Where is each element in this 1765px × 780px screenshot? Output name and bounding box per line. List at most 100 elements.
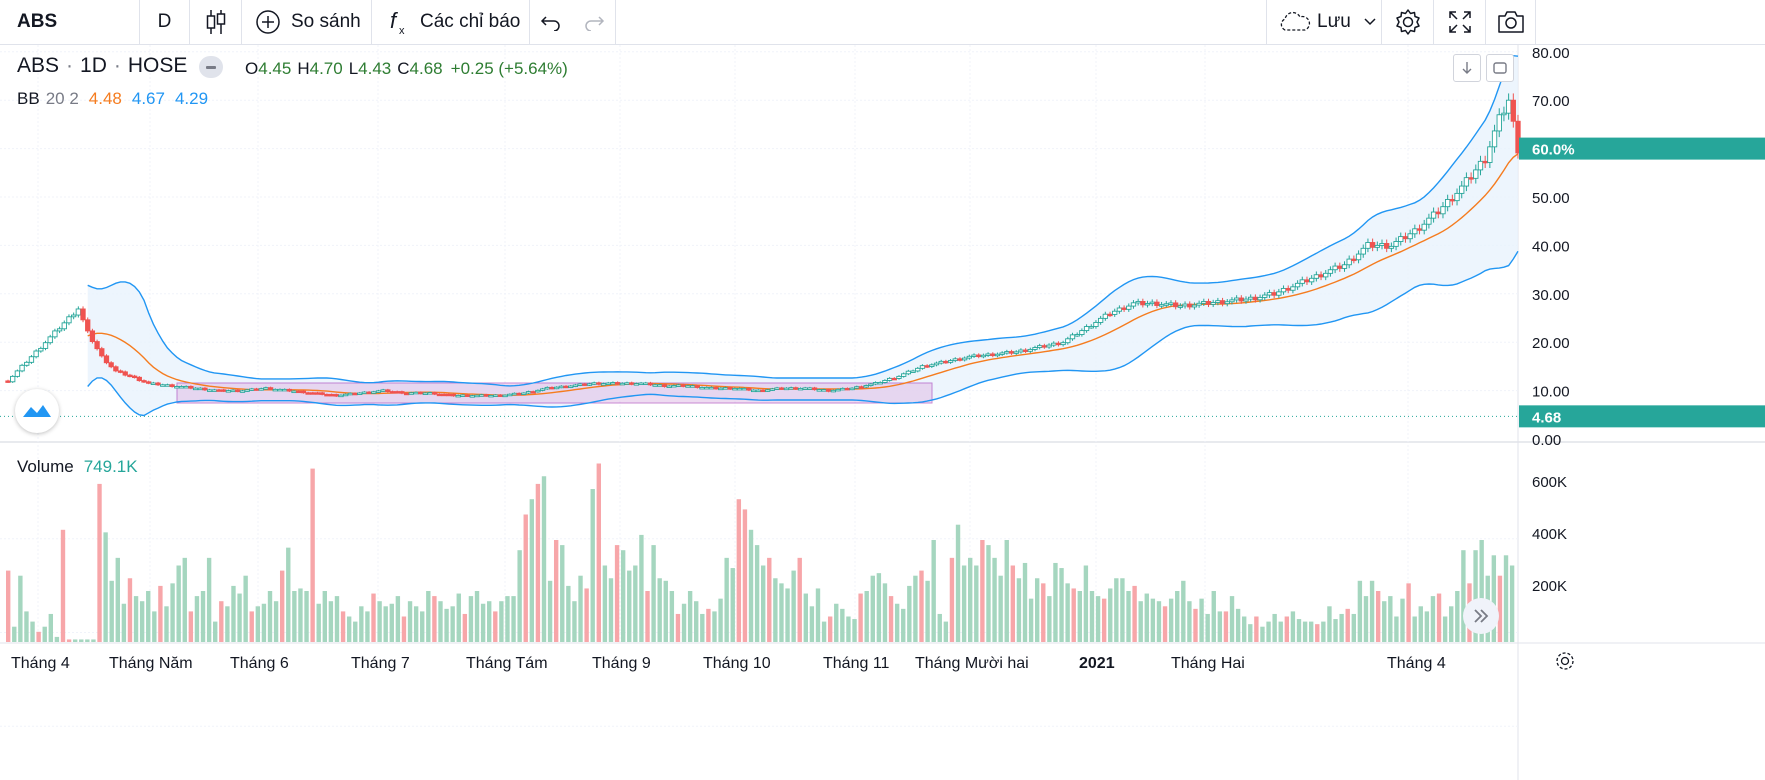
candle-up xyxy=(685,385,691,388)
volume-bar xyxy=(493,611,498,642)
axis-settings-button[interactable] xyxy=(1554,650,1576,677)
volume-bar xyxy=(718,598,723,642)
candle-up xyxy=(1037,345,1043,349)
candle-up xyxy=(666,385,672,388)
candle-down xyxy=(366,391,372,395)
volume-bar xyxy=(888,596,894,642)
volume-bar xyxy=(1394,616,1399,642)
candle-down xyxy=(1219,300,1226,305)
volume-legend[interactable]: Volume 749.1K xyxy=(17,457,138,477)
maximize-pane-button[interactable] xyxy=(1486,54,1514,82)
candle-down xyxy=(85,319,91,332)
undo-button[interactable] xyxy=(530,0,572,44)
snapshot-button[interactable] xyxy=(1486,0,1536,44)
candle-down xyxy=(793,387,799,390)
tradingview-logo[interactable] xyxy=(15,389,59,433)
candle-down xyxy=(596,382,602,385)
candle-down xyxy=(680,384,686,387)
volume-bar xyxy=(480,603,486,642)
indicators-button[interactable]: f x Các chỉ báo xyxy=(372,0,530,44)
candle-up xyxy=(192,387,199,391)
candle-up xyxy=(225,390,232,393)
redo-button[interactable] xyxy=(572,0,616,44)
compare-button[interactable]: So sánh xyxy=(242,0,372,44)
volume-bar xyxy=(1016,578,1022,642)
volume-bar xyxy=(322,591,327,642)
bb-legend[interactable]: BB 20 2 4.48 4.67 4.29 xyxy=(17,89,208,109)
candle-up xyxy=(178,386,185,389)
candle-down xyxy=(943,360,949,364)
volume-bar xyxy=(968,557,973,642)
volume-bar xyxy=(133,596,139,642)
volume-bar xyxy=(413,606,419,642)
volume-bar xyxy=(1065,583,1070,642)
volume-bar xyxy=(1199,598,1204,642)
candle-up xyxy=(1276,291,1282,296)
candle-up xyxy=(624,382,630,385)
fullscreen-button[interactable] xyxy=(1434,0,1486,44)
volume-bar xyxy=(334,596,340,642)
settings-button[interactable] xyxy=(1382,0,1434,44)
candle-up xyxy=(1093,322,1099,327)
candle-down xyxy=(399,391,405,394)
volume-bar xyxy=(1138,601,1143,642)
volume-bar xyxy=(1260,626,1265,642)
volume-bar xyxy=(139,601,145,642)
low-value: 4.43 xyxy=(358,59,392,78)
scroll-right-button[interactable] xyxy=(1463,598,1499,634)
candle-down xyxy=(760,389,766,393)
volume-bar xyxy=(779,583,784,642)
candle-up xyxy=(868,383,874,386)
volume-bar xyxy=(669,591,675,642)
candle-down xyxy=(103,355,110,364)
volume-bar xyxy=(1175,591,1180,642)
candle-up xyxy=(886,377,893,381)
candle-up xyxy=(933,362,940,366)
volume-bar xyxy=(1382,601,1387,642)
candle-up xyxy=(507,393,513,397)
candle-down xyxy=(924,365,930,368)
symbol-search[interactable]: ABS xyxy=(0,0,140,44)
candle-down xyxy=(324,393,330,397)
volume-bar xyxy=(602,565,608,642)
volume-bar xyxy=(188,611,194,642)
scroll-down-button[interactable] xyxy=(1453,54,1481,82)
volume-bar xyxy=(267,591,273,642)
candle-down xyxy=(530,391,536,394)
interval-button[interactable]: D xyxy=(140,0,190,44)
volume-bar xyxy=(1509,565,1515,642)
candle-up xyxy=(1046,344,1052,348)
candle-down xyxy=(1041,345,1048,348)
candle-down xyxy=(858,386,865,389)
collapse-legend-button[interactable] xyxy=(199,56,223,78)
volume-bar xyxy=(6,570,11,642)
bb-lower-value: 4.29 xyxy=(174,89,209,108)
candle-up xyxy=(572,384,579,387)
candle-up xyxy=(586,383,593,386)
volume-bar xyxy=(1071,588,1076,642)
volume-bar xyxy=(103,532,108,642)
candle-up xyxy=(1163,303,1169,306)
candle-down xyxy=(1435,211,1441,215)
volume-bar xyxy=(1108,588,1113,642)
chart-canvas[interactable]: 80.00 70.00 60.0% 50.00 40.00 30.00 20.00 10.00… xyxy=(0,45,1765,780)
candle-down xyxy=(1369,242,1376,248)
chart-type-button[interactable] xyxy=(190,0,242,44)
volume-bar xyxy=(377,601,382,642)
volume-bar xyxy=(1351,613,1356,642)
candle-down xyxy=(141,380,147,383)
candle-up xyxy=(610,382,616,385)
legend-interval: 1D xyxy=(80,54,107,77)
save-button[interactable]: Lưu xyxy=(1266,0,1382,44)
volume-bar xyxy=(1132,585,1137,642)
candle-up xyxy=(47,336,53,344)
time-tick-label: Tháng Năm xyxy=(109,655,193,672)
candle-up xyxy=(741,387,747,391)
volume-bar xyxy=(164,606,169,642)
arrow-down-icon xyxy=(1462,62,1472,74)
volume-bar xyxy=(992,557,997,642)
candle-down xyxy=(779,387,785,390)
volume-bar xyxy=(858,593,863,642)
candle-up xyxy=(671,385,677,388)
candle-up xyxy=(1116,307,1123,312)
